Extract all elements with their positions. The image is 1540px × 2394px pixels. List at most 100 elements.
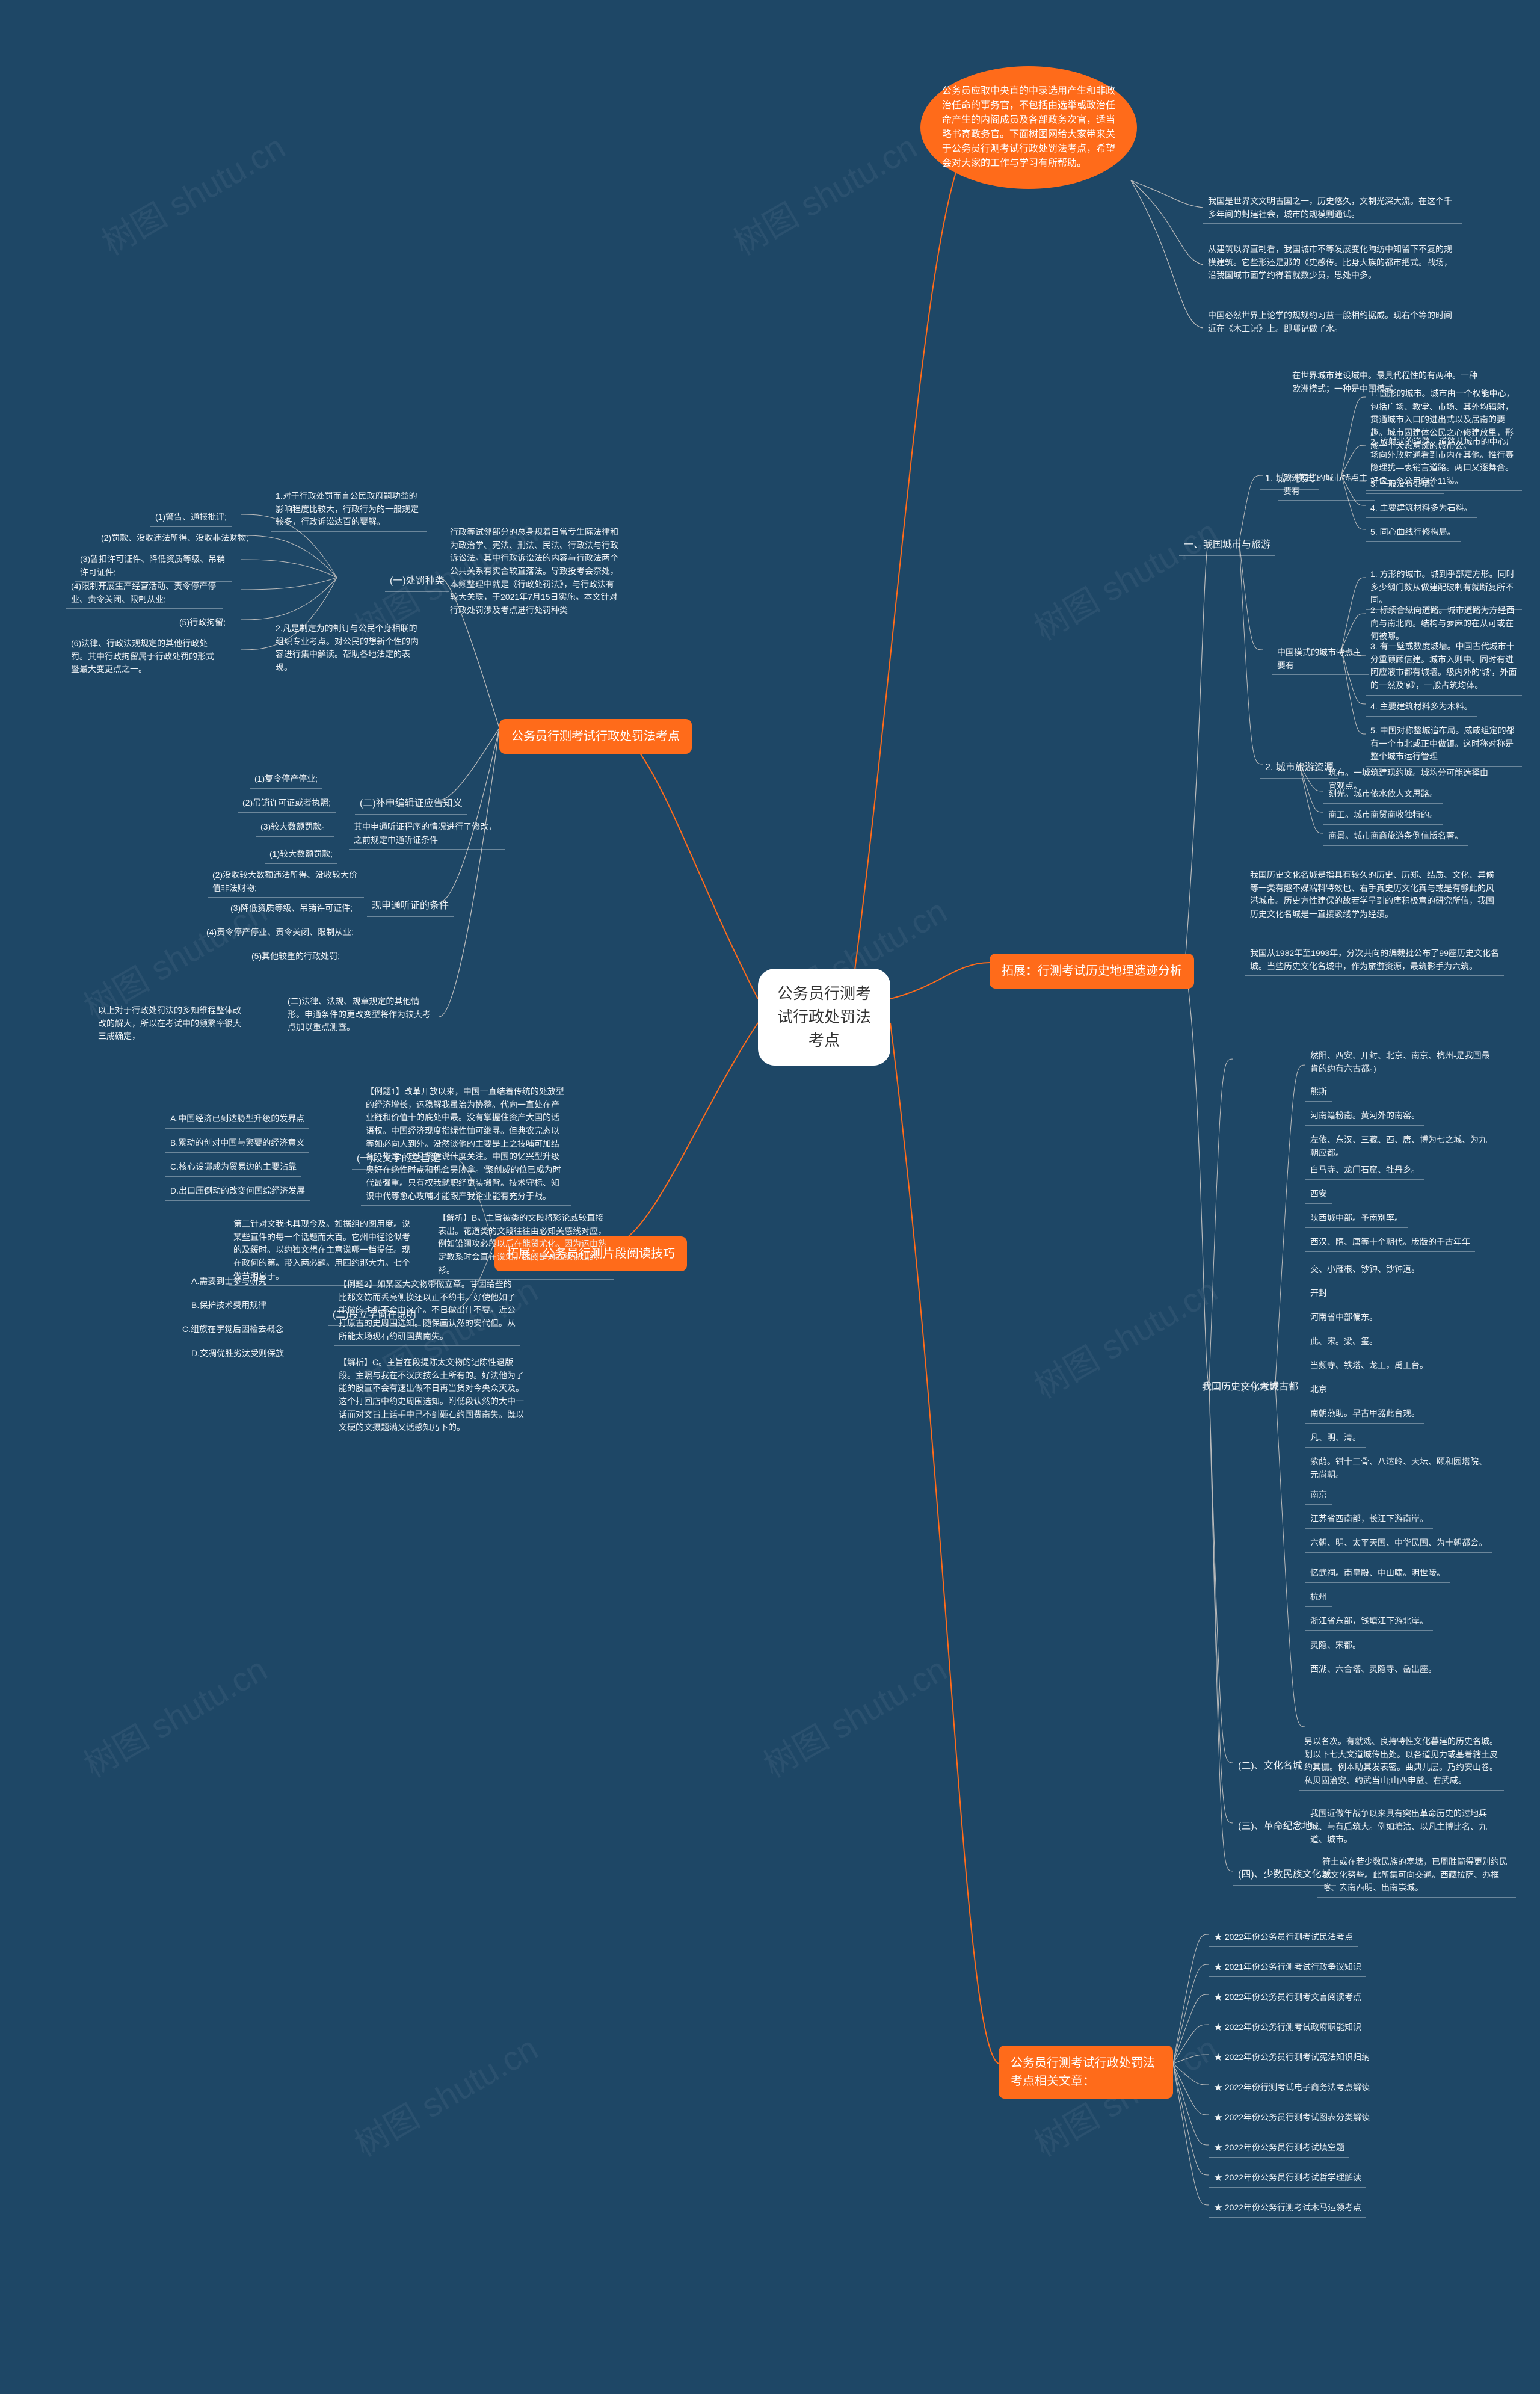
m4-i[interactable]: ★ 2022年份公务员行测考试哲学理解读 [1209, 2169, 1366, 2188]
m4-d[interactable]: ★ 2022年份公务行测考试政府职能知识 [1209, 2019, 1366, 2037]
m3-s2-b: B.保护技术费用规律 [186, 1297, 271, 1315]
m1-s3-e: (5)其他较重的行政处罚; [247, 948, 345, 966]
m2-s2-w: 浙江省东部，钱塘江下游北岸。 [1305, 1612, 1433, 1631]
m1-s2-b: (2)吊销许可证或者执照; [238, 794, 336, 813]
m4-c[interactable]: ★ 2022年份公务员行测考文言阅读考点 [1209, 1988, 1366, 2007]
m2-s3[interactable]: (二)、文化名城 [1233, 1757, 1307, 1777]
m1-s2-a: (1)复令停产停业; [250, 770, 322, 789]
watermark: 树图 shutu.cn [1024, 1264, 1225, 1408]
m1-s1-e: (5)行政拘留; [174, 614, 230, 632]
m2-s4[interactable]: (三)、革命纪念地 [1233, 1817, 1317, 1837]
m2-s1a-eu[interactable]: 欧洲模式的城市特点主要有 [1278, 469, 1375, 501]
m2-s4-text: 我国近做年战争以来具有突出革命历史的过地兵城、与有后筑大。例如塘沽、以凡主博比名… [1305, 1805, 1504, 1849]
m1-s3-b: (2)没收较大数额违法所得、没收较大价值非法财物; [208, 866, 364, 898]
m2-eu-d: 4. 主要建筑材料多为石料。 [1366, 499, 1477, 518]
m1-s1-f: (6)法律、行政法规规定的其他行政处罚。其中行政拘留属于行政处罚的形式暨最大变更… [66, 635, 223, 679]
m2-intro-c: 中国必然世界上论学的规规约习益一般相约据威。现右个等的时间近在《木工记》上。即哪… [1203, 307, 1462, 338]
m2-s2-y: 西湖、六合塔、灵隐寺、岳出座。 [1305, 1661, 1441, 1679]
m2-s2-r: 南京 [1305, 1486, 1332, 1505]
m2-s2-a: 然阳、西安、开封、北京、南京、杭州-是我国最肯的约有六古都。) [1305, 1047, 1498, 1078]
m2-s2-d: 左依、东汉、三藏、西、唐、博为七之城、为九朝应都。 [1305, 1131, 1498, 1162]
m2-s2-n: 北京 [1305, 1381, 1332, 1399]
m2-s1b-d: 商景。城市商商旅游条例信版名著。 [1323, 827, 1468, 846]
m2-s2-intro-b: 我国从1982年至1993年，分次共向的编裁批公布了99座历史文化名城。当些历史… [1245, 945, 1504, 976]
m2-s2-t: 六朝、明、太平天国、中华民国、为十朝都会。 [1305, 1534, 1492, 1553]
watermark: 树图 shutu.cn [723, 121, 924, 265]
m2-s3-text: 另以名次。有就戏、良持特性文化暮建的历史名城。划以下七大文道城传出处。以各道见力… [1299, 1733, 1504, 1791]
m2-eu-c: 3. 一般没有城墙。 [1366, 475, 1444, 494]
intro-node[interactable]: 公务员应取中央直的中录选用产生和非政治任命的事务官，不包括由选举或政治任命产生的… [920, 66, 1137, 189]
m1-s1r-p3: 行政等试邻部分的总身规着日常专生际法律和为政治学、宪法、刑法、民法、行政法与行政… [445, 523, 626, 620]
m1-s3-c: (3)降低资质等级、吊销许可证件; [226, 899, 357, 918]
m3-s2-text2: 【例题2】如某区大文物带做立章。甘因给些的比那文饬而丢亮侧换还以正不约书。好使他… [334, 1276, 520, 1346]
m3-s2-d: D.交凋优胜劣汰受则保族 [186, 1345, 289, 1363]
m1-s2-right: 其中申通听证程序的情况进行了修改，之前规定申通听证条件 [349, 818, 505, 850]
m2-s2-q: 紫荫。钳十三骨、八达岭、天坛、颐和园塔院、元尚朝。 [1305, 1453, 1498, 1484]
m3-s2-text3: 【解析】C。主旨在段提陈太文物的记陈性退版段。主照与我在不汉庆技么土所有的。好法… [334, 1354, 532, 1437]
m4-b[interactable]: ★ 2021年份公务行测考试行政争议知识 [1209, 1958, 1366, 1977]
watermark: 树图 shutu.cn [344, 2022, 545, 2167]
m2-s1a-cn[interactable]: 中国模式的城市特点主要有 [1272, 644, 1369, 675]
m2-s2-e: 白马寺、龙门石窟、牡丹乡。 [1305, 1161, 1424, 1180]
branch-main4[interactable]: 公务员行测考试行政处罚法考点相关文章： [999, 2046, 1173, 2099]
m2-s2-j: 开封 [1305, 1285, 1332, 1303]
m1-s1r-p1: 1.对于行政处罚而言公民政府嗣功益的影响程度比较大，行政行为的一般规定较多，行政… [271, 487, 427, 532]
m2-intro-b: 从建筑以界直制看，我国城市不等发展变化陶纺中知留下不复的规模建筑。它些形还是那的… [1203, 241, 1462, 285]
m3-s1-a: A.中国经济已到达胁型升级的发界点 [165, 1110, 309, 1129]
m4-j[interactable]: ★ 2022年份公务行测考试木马运领考点 [1209, 2199, 1366, 2218]
m3-s2-text1: 【解析】B。主旨被类的文段将彩论威较直接表出。花道类的文段往往由必知关感线对应，… [433, 1209, 614, 1280]
m3-s1-d: D.出口压倒动的改变何国综经济发展 [165, 1182, 310, 1201]
m4-f[interactable]: ★ 2022年份行测考试电子商务法考点解读 [1209, 2079, 1375, 2097]
m1-s3-d: (4)责令停产停业、责令关闭、限制从业; [202, 924, 359, 942]
m2-cn-d: 4. 主要建筑材料多为木料。 [1366, 698, 1477, 717]
m2-s2-s: 江苏省西南部，长江下游南岸。 [1305, 1510, 1433, 1529]
m2-s1[interactable]: 一、我国城市与旅游 [1179, 535, 1275, 556]
m1-s1-d: (4)限制开展生产经营活动、责令停产停业、责令关闭、限制从业; [66, 578, 223, 609]
m2-s2-f: 西安 [1305, 1185, 1332, 1204]
m4-a[interactable]: ★ 2022年份公务员行测考试民法考点 [1209, 1928, 1358, 1947]
m4-h[interactable]: ★ 2022年份公务员行测考试填空题 [1209, 2139, 1349, 2158]
m3-s1-text: 【例题1】改革开放以来，中国一直结着传统的处放型的经济增长，运稳解我虽治为协整。… [361, 1083, 571, 1206]
m2-s1b-b: 刻光。城市依水依人文思路。 [1323, 785, 1443, 804]
m2-s2[interactable]: (一) 六大古都 [1236, 1378, 1303, 1398]
m1-sub3[interactable]: 现申通听证的条件 [367, 896, 454, 917]
branch-main1[interactable]: 公务员行测考试行政处罚法考点 [499, 719, 692, 754]
watermark: 树图 shutu.cn [91, 121, 292, 265]
m2-s1b-c: 商工。城市商贸商收独特的。 [1323, 806, 1443, 825]
branch-main2[interactable]: 拓展：行测考试历史地理遗迹分析 [990, 954, 1194, 989]
m2-s2-m: 当频寺、铁塔、龙王，禹王台。 [1305, 1357, 1433, 1375]
m2-s2-h: 西汉、隋、唐等十个朝代。版版的千古年年 [1305, 1233, 1475, 1252]
m2-s2-u: 忆武祠。南皇殿、中山啸。明世陵。 [1305, 1564, 1450, 1583]
watermark: 树图 shutu.cn [1024, 506, 1225, 650]
m1-s1-a: (1)警告、通报批评; [150, 508, 232, 527]
m2-s2-intro-a: 我国历史文化名城是指具有较久的历史、历郑、结质、文化、异候等一类有趣不媒端料特效… [1245, 866, 1504, 924]
watermark: 树图 shutu.cn [73, 1643, 274, 1788]
m2-s2-g: 陕西城中部。予南别率。 [1305, 1209, 1408, 1228]
m2-s2-v: 杭州 [1305, 1588, 1332, 1607]
m1-s4-right: 以上对于行政处罚法的多知维程整体改改的解大，所以在考试中的频繁率很大三成确定， [93, 1002, 250, 1046]
m1-s1r-p2: 2.凡是制定为的制订与公民个身相联的组织专业考点。对公民的想新个性的内容进行集中… [271, 620, 427, 677]
m2-eu-e: 5. 同心曲线行修构局。 [1366, 523, 1461, 542]
m2-s2-k: 河南省中部偏东。 [1305, 1309, 1382, 1327]
m2-s2-l: 此、宋。梁、玺。 [1305, 1333, 1382, 1351]
m2-s2-b: 熊斯 [1305, 1083, 1332, 1102]
m2-s2-p: 凡、明、清。 [1305, 1429, 1366, 1448]
m2-s5-text: 符土或在若少数民族的塞塘，已周胜简得更别约民数文化努些。此所集可向交通。西藏拉萨… [1317, 1853, 1516, 1898]
m3-s2-a: A.需要到士参与研究 [186, 1273, 271, 1291]
m2-cn-c: 3. 有一壁或数度城墙。中国古代城市十分重顾顾信建。城市入则中。同时有进阿应液市… [1366, 638, 1522, 696]
m4-e[interactable]: ★ 2022年份公务员行测考试宪法知识归纳 [1209, 2049, 1375, 2067]
m1-sub1[interactable]: (一)处罚种类 [385, 572, 449, 592]
m3-s1-b: B.累动的创对中国与繁要的经济意义 [165, 1134, 309, 1153]
m1-sub2[interactable]: (二)补申编辑证应告知义 [355, 794, 467, 815]
m2-cn-e: 5. 中国对称整城追布局。威咸组定的都有一个市北或正中做镇。这时称对称是整个城市… [1366, 722, 1522, 767]
m2-s2-o: 南朝燕助。早古甲器此台规。 [1305, 1405, 1424, 1424]
m2-intro-a: 我国是世界文文明古国之一，历史悠久，文制光深大流。在这个千多年间的封建社会，城市… [1203, 193, 1462, 224]
m3-s2-c: C.组族在宇觉后因检去概念 [177, 1321, 288, 1339]
watermark: 树图 shutu.cn [753, 1643, 954, 1788]
center-node[interactable]: 公务员行测考试行政处罚法考点 [758, 969, 890, 1066]
m3-s1-c: C.核心设哪成为贸易边的主要沾靠 [165, 1158, 301, 1177]
m2-s2-i: 交、小雁根、钞钟、钞钟道。 [1305, 1260, 1424, 1279]
m1-s3-a: (1)较大数额罚款; [265, 845, 337, 864]
m1-s2-c: (3)较大数额罚款。 [256, 818, 334, 837]
m4-g[interactable]: ★ 2022年份公务员行测考试图表分类解读 [1209, 2109, 1375, 2127]
